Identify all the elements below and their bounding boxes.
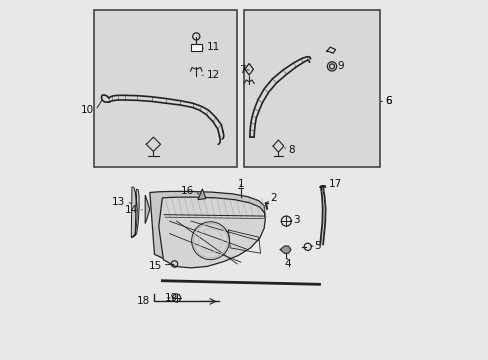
Polygon shape (149, 192, 264, 263)
Bar (94, 10, 237, 167)
Text: 12: 12 (206, 70, 220, 80)
Text: 5: 5 (313, 241, 320, 251)
Text: 13: 13 (112, 197, 125, 207)
Text: 18: 18 (137, 296, 150, 306)
Text: 16: 16 (180, 186, 193, 196)
Polygon shape (159, 197, 264, 268)
Polygon shape (131, 187, 139, 237)
Polygon shape (280, 246, 290, 253)
Text: 19: 19 (165, 293, 178, 303)
Text: 17: 17 (328, 179, 341, 189)
Text: 6: 6 (385, 96, 391, 107)
Text: 9: 9 (337, 61, 343, 71)
Text: 4: 4 (284, 258, 290, 269)
Bar (190, 44, 201, 51)
Text: 10: 10 (81, 105, 94, 115)
Text: 11: 11 (206, 42, 220, 52)
Polygon shape (198, 189, 205, 200)
Text: 6: 6 (385, 96, 391, 107)
Text: 3: 3 (292, 215, 299, 225)
Text: 2: 2 (270, 193, 276, 203)
Polygon shape (145, 195, 149, 224)
Text: 14: 14 (124, 205, 138, 215)
Bar (244, 10, 380, 167)
Text: 15: 15 (148, 261, 162, 271)
Text: 1: 1 (237, 179, 244, 189)
Text: 7: 7 (239, 65, 245, 75)
Text: 8: 8 (287, 145, 294, 156)
